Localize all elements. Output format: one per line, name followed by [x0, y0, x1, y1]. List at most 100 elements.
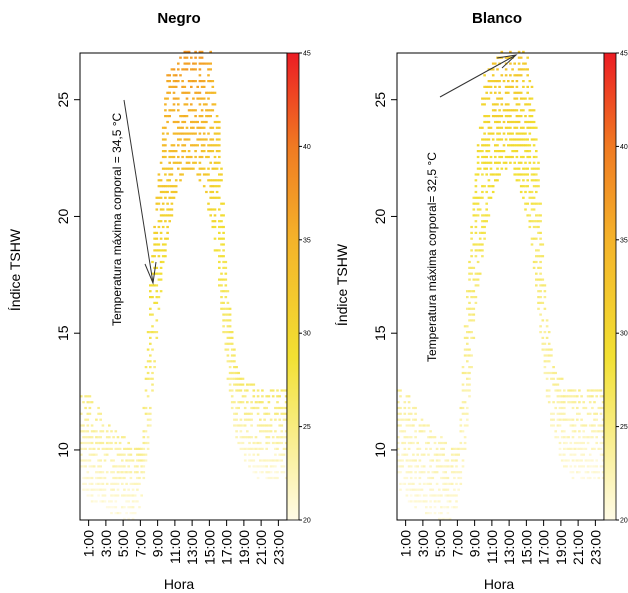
heat-cell: [256, 424, 260, 427]
heat-cell: [166, 225, 169, 229]
colorbar-tick-label: 35: [303, 237, 311, 244]
heat-cell: [265, 447, 268, 450]
heat-cell: [252, 389, 256, 392]
heat-cell: [241, 383, 245, 386]
heat-cell: [80, 465, 83, 468]
heat-cell: [211, 150, 215, 153]
heat-cell: [129, 471, 133, 474]
heat-cell: [504, 85, 508, 88]
heat-cell: [157, 196, 161, 199]
heat-cell: [211, 144, 215, 147]
heat-cell: [226, 336, 230, 339]
heat-cell: [494, 120, 497, 124]
heat-cell: [230, 377, 234, 380]
heat-cell: [537, 202, 540, 205]
heat-cell: [179, 173, 182, 176]
heat-cell: [588, 389, 592, 392]
heat-cell: [481, 138, 484, 141]
heat-cell: [502, 150, 506, 153]
heat-cell: [582, 476, 585, 480]
heat-cell: [170, 85, 174, 88]
heat-cell: [483, 144, 486, 147]
heat-cell: [181, 115, 184, 118]
heat-cell: [399, 488, 402, 491]
annotation-arrow: [123, 99, 154, 284]
heat-cell: [269, 459, 273, 462]
heat-cell: [92, 465, 96, 468]
heat-cell: [202, 97, 206, 100]
heat-cell: [541, 243, 545, 246]
heat-cell: [82, 430, 85, 433]
heat-cell: [481, 249, 484, 252]
heat-cell: [468, 307, 471, 310]
heat-cell: [259, 441, 262, 445]
heat-cell: [491, 103, 495, 106]
heat-cell: [584, 436, 588, 439]
heat-cell: [504, 91, 508, 94]
heat-cell: [86, 459, 90, 462]
heat-cell: [246, 436, 249, 439]
heat-cell: [256, 453, 260, 456]
heat-cell: [133, 447, 137, 450]
heat-cell: [591, 459, 594, 462]
heat-cell: [524, 173, 527, 176]
heat-cell: [530, 173, 534, 176]
heat-cell: [220, 284, 223, 287]
heat-cell: [207, 62, 210, 65]
heat-cell: [539, 325, 542, 328]
heat-cell: [472, 319, 476, 322]
heat-cell: [213, 161, 217, 164]
heat-cell: [142, 436, 146, 439]
heat-cell: [276, 389, 279, 392]
heat-cell: [425, 424, 428, 427]
heat-cell: [174, 120, 178, 124]
heat-cell: [399, 482, 402, 485]
heat-cell: [455, 506, 458, 509]
heat-cell: [595, 436, 598, 439]
heat-cell: [211, 109, 215, 112]
heat-cell: [220, 296, 223, 299]
heat-cell: [433, 506, 437, 509]
heat-cell: [95, 488, 98, 491]
heat-cell: [224, 313, 228, 316]
heat-cell: [537, 225, 540, 229]
heat-cell: [207, 68, 210, 71]
heat-cell: [265, 476, 268, 480]
heat-cell: [230, 342, 234, 345]
heat-cell: [537, 255, 540, 258]
heat-cell: [88, 395, 92, 398]
x-tick-label: 23:00: [270, 530, 286, 565]
heat-cell: [496, 167, 499, 170]
heat-cell: [435, 494, 439, 497]
heat-cell: [556, 377, 560, 380]
heat-cell: [161, 150, 165, 153]
heat-cell: [418, 471, 422, 474]
heat-cell: [274, 447, 277, 450]
heat-cell: [442, 482, 445, 485]
heat-cell: [97, 476, 100, 480]
heat-cell: [409, 424, 413, 427]
heat-cell: [407, 436, 411, 439]
heat-cell: [427, 482, 430, 485]
heat-cell: [420, 424, 424, 427]
heat-cell: [233, 348, 236, 351]
heat-cell: [409, 482, 413, 485]
heat-cell: [580, 441, 583, 445]
heat-cell: [181, 68, 184, 71]
heat-cell: [593, 412, 596, 415]
heat-cell: [213, 144, 217, 147]
heat-cell: [448, 500, 452, 503]
heat-cell: [543, 348, 547, 351]
heat-cell: [494, 173, 497, 176]
heat-cell: [235, 389, 238, 392]
heat-cell: [476, 202, 480, 205]
heat-cell: [140, 471, 143, 474]
heat-cell: [591, 389, 594, 392]
heat-cell: [450, 482, 454, 485]
heat-cell: [513, 62, 516, 65]
heat-cell: [517, 50, 521, 53]
heat-cell: [573, 441, 577, 445]
heat-cell: [144, 430, 148, 433]
heat-cell: [265, 395, 268, 398]
heat-cell: [209, 214, 212, 217]
